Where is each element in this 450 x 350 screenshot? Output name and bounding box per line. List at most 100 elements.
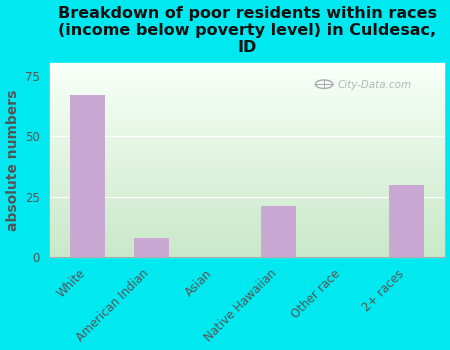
Bar	[50, 72, 445, 73]
Bar	[50, 208, 445, 209]
Bar	[50, 87, 445, 88]
Bar	[50, 254, 445, 256]
Bar	[50, 197, 445, 198]
Bar	[50, 118, 445, 119]
Bar	[70, 95, 105, 257]
Bar	[50, 225, 445, 226]
Bar	[50, 93, 445, 94]
Bar	[50, 222, 445, 223]
Bar	[50, 105, 445, 106]
Bar	[50, 139, 445, 140]
Bar	[50, 180, 445, 181]
Bar	[50, 117, 445, 118]
Bar	[50, 150, 445, 151]
Bar	[50, 128, 445, 130]
Bar	[50, 253, 445, 254]
Bar	[50, 176, 445, 177]
Bar	[50, 159, 445, 160]
Bar	[50, 224, 445, 225]
Bar	[50, 97, 445, 98]
Bar	[50, 158, 445, 159]
Bar	[50, 161, 445, 162]
Bar	[50, 256, 445, 257]
Bar	[50, 92, 445, 93]
Bar	[50, 229, 445, 230]
Bar	[50, 109, 445, 110]
Bar	[50, 144, 445, 145]
Bar	[50, 81, 445, 82]
Bar	[50, 132, 445, 133]
Bar	[50, 100, 445, 101]
Bar	[50, 188, 445, 189]
Bar	[50, 238, 445, 239]
Bar	[50, 193, 445, 194]
Bar	[50, 172, 445, 173]
Bar	[50, 137, 445, 138]
Bar	[50, 68, 445, 69]
Bar	[50, 138, 445, 139]
Bar	[50, 149, 445, 150]
Bar	[50, 183, 445, 184]
Bar	[50, 113, 445, 114]
Bar	[50, 165, 445, 166]
Bar	[50, 99, 445, 100]
Bar	[50, 69, 445, 70]
Bar	[50, 79, 445, 80]
Bar	[50, 237, 445, 238]
Bar	[50, 120, 445, 121]
Bar	[50, 241, 445, 242]
Bar	[50, 199, 445, 200]
Bar	[50, 78, 445, 79]
Bar	[50, 131, 445, 132]
Bar	[50, 211, 445, 212]
Bar	[50, 242, 445, 243]
Bar	[50, 74, 445, 75]
Text: City-Data.com: City-Data.com	[338, 80, 412, 90]
Bar	[50, 194, 445, 195]
Bar	[50, 102, 445, 103]
Bar	[50, 110, 445, 111]
Bar	[50, 94, 445, 96]
Bar	[50, 153, 445, 154]
Bar	[50, 186, 445, 187]
Bar	[50, 127, 445, 128]
Bar	[50, 195, 445, 196]
Bar	[50, 236, 445, 237]
Bar	[50, 232, 445, 233]
Bar	[50, 119, 445, 120]
Bar	[50, 215, 445, 216]
Bar	[50, 84, 445, 85]
Bar	[50, 154, 445, 155]
Bar	[50, 85, 445, 86]
Bar	[50, 231, 445, 232]
Bar	[50, 226, 445, 227]
Bar	[50, 182, 445, 183]
Bar	[50, 155, 445, 156]
Bar	[50, 184, 445, 186]
Bar	[50, 151, 445, 152]
Bar	[50, 136, 445, 137]
Bar	[50, 141, 445, 142]
Bar	[50, 122, 445, 124]
Bar	[50, 223, 445, 224]
Bar	[50, 147, 445, 148]
Bar	[50, 203, 445, 204]
Bar	[50, 174, 445, 175]
Bar	[50, 190, 445, 191]
Bar	[50, 77, 445, 78]
Bar	[50, 205, 445, 206]
Bar	[50, 227, 445, 228]
Bar	[50, 244, 445, 245]
Bar	[50, 247, 445, 248]
Bar	[50, 63, 445, 64]
Bar	[50, 220, 445, 222]
Bar	[50, 200, 445, 201]
Bar	[50, 235, 445, 236]
Bar	[50, 64, 445, 65]
Bar	[50, 189, 445, 190]
Bar	[50, 98, 445, 99]
Bar	[50, 96, 445, 97]
Bar	[50, 115, 445, 116]
Bar	[50, 156, 445, 158]
Bar	[50, 171, 445, 172]
